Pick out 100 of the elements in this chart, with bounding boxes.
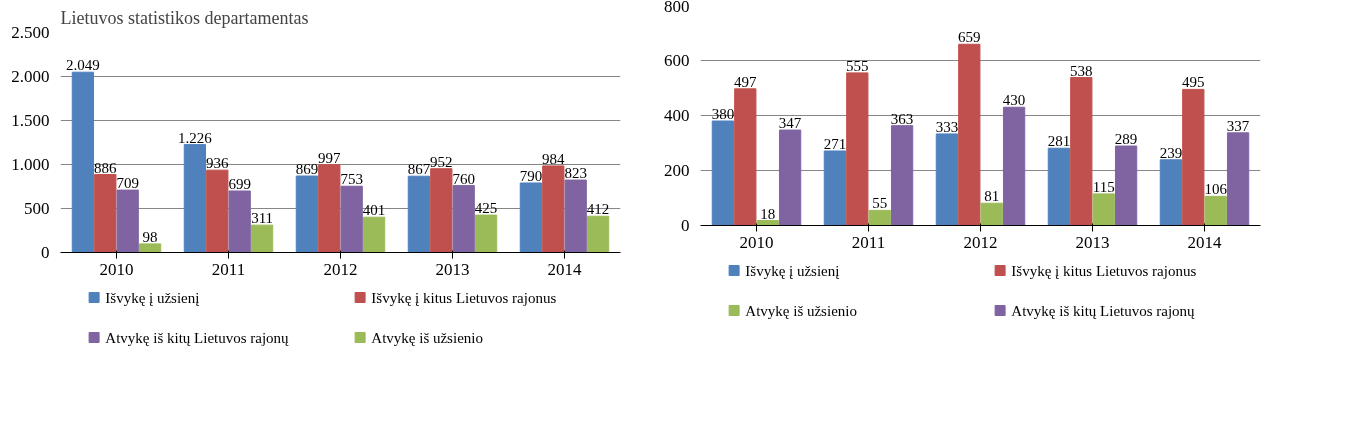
y-tick-label: 2.000 bbox=[11, 67, 50, 86]
bar bbox=[1114, 145, 1138, 226]
bar bbox=[138, 243, 162, 253]
bar bbox=[734, 88, 757, 226]
data-label: 281 bbox=[1047, 133, 1071, 150]
bar bbox=[340, 185, 363, 253]
x-tick-label: 2010 bbox=[739, 232, 774, 252]
data-label: 2.049 bbox=[66, 57, 100, 74]
bar bbox=[250, 224, 274, 253]
data-label: 555 bbox=[846, 57, 869, 74]
bar bbox=[519, 182, 543, 253]
legend-label: Atvykę iš kitų Lietuvos rajonų bbox=[105, 329, 290, 346]
data-label: 790 bbox=[519, 167, 543, 184]
data-label: 430 bbox=[1002, 92, 1026, 109]
data-label: 753 bbox=[340, 171, 363, 188]
bar bbox=[756, 220, 779, 226]
y-tick-label: 2.500 bbox=[11, 23, 50, 42]
x-tick-label: 2014 bbox=[547, 259, 582, 279]
legend-label: Išvykę į kitus Lietuvos rajonus bbox=[371, 289, 557, 306]
bar bbox=[823, 150, 847, 226]
bar bbox=[116, 189, 139, 253]
bar bbox=[474, 214, 498, 253]
x-tick-label: 2011 bbox=[211, 259, 246, 279]
x-tick-label: 2014 bbox=[1187, 232, 1222, 252]
bar bbox=[586, 215, 610, 253]
data-label: 98 bbox=[142, 228, 158, 245]
data-label: 760 bbox=[452, 170, 475, 187]
bar bbox=[206, 169, 229, 253]
data-label: 271 bbox=[823, 135, 847, 152]
bar bbox=[407, 175, 431, 253]
data-label: 363 bbox=[890, 110, 914, 127]
bar bbox=[890, 125, 914, 226]
data-label: 1.226 bbox=[178, 129, 213, 146]
bar bbox=[1226, 132, 1250, 226]
bar bbox=[1070, 77, 1093, 226]
data-label: 55 bbox=[872, 195, 888, 212]
bar bbox=[430, 168, 453, 253]
bar bbox=[71, 71, 95, 253]
bar bbox=[1182, 88, 1205, 226]
y-tick-label: 1.500 bbox=[11, 111, 50, 130]
data-label: 823 bbox=[564, 165, 587, 182]
data-label: 936 bbox=[206, 155, 230, 172]
bar bbox=[452, 185, 475, 253]
bar bbox=[542, 165, 565, 253]
y-tick-label: 0 bbox=[41, 243, 50, 262]
bar bbox=[846, 72, 869, 226]
x-tick-label: 2013 bbox=[435, 259, 470, 279]
data-label: 869 bbox=[295, 161, 319, 178]
data-label: 289 bbox=[1114, 131, 1138, 148]
legend-label: Išvykę į užsienį bbox=[745, 262, 840, 279]
legend-label: Išvykę į kitus Lietuvos rajonus bbox=[1011, 262, 1197, 279]
data-label: 538 bbox=[1070, 62, 1093, 79]
data-label: 997 bbox=[318, 149, 342, 166]
data-label: 380 bbox=[711, 106, 735, 122]
data-label: 106 bbox=[1204, 181, 1228, 198]
bar bbox=[1002, 106, 1026, 226]
legend-label: Atvykę iš užsienio bbox=[371, 329, 483, 346]
data-label: 425 bbox=[474, 200, 498, 217]
data-label: 337 bbox=[1226, 117, 1250, 134]
bar bbox=[1159, 159, 1183, 226]
x-tick-label: 2013 bbox=[1075, 232, 1110, 252]
data-label: 952 bbox=[430, 153, 453, 170]
bar bbox=[362, 216, 386, 253]
data-label: 81 bbox=[984, 188, 1000, 205]
bar bbox=[980, 202, 1003, 226]
bar bbox=[958, 43, 981, 226]
data-label: 18 bbox=[760, 205, 776, 222]
data-label: 867 bbox=[407, 161, 431, 178]
bar bbox=[295, 175, 319, 253]
bar bbox=[228, 190, 251, 253]
data-label: 412 bbox=[586, 201, 610, 218]
bar bbox=[1092, 193, 1115, 226]
data-label: 401 bbox=[362, 202, 386, 219]
bar bbox=[935, 133, 959, 226]
legend-label: Išvykę į užsienį bbox=[105, 289, 200, 306]
x-tick-label: 2011 bbox=[851, 232, 886, 252]
bar bbox=[183, 144, 207, 253]
bar bbox=[1047, 147, 1071, 226]
data-label: 115 bbox=[1092, 178, 1115, 195]
x-tick-label: 2012 bbox=[323, 259, 358, 279]
y-tick-label: 800 bbox=[664, 0, 690, 16]
bar bbox=[564, 179, 587, 253]
data-label: 984 bbox=[542, 150, 566, 167]
x-tick-label: 2010 bbox=[99, 259, 134, 279]
data-label: 659 bbox=[958, 29, 981, 46]
data-label: 347 bbox=[778, 115, 802, 132]
legend-label: Atvykę iš kitų Lietuvos rajonų bbox=[1011, 302, 1196, 319]
x-tick-label: 2012 bbox=[963, 232, 998, 252]
data-label: 886 bbox=[94, 159, 118, 176]
data-label: 497 bbox=[734, 73, 758, 90]
bar bbox=[318, 164, 341, 253]
bar bbox=[868, 209, 891, 226]
legend-label: Atvykę iš užsienio bbox=[745, 302, 857, 319]
bar bbox=[711, 120, 735, 226]
data-label: 239 bbox=[1159, 144, 1183, 161]
text: Lietuvos statistikos departamentas bbox=[60, 7, 309, 28]
bar bbox=[1204, 195, 1227, 226]
y-tick-label: 0 bbox=[681, 216, 690, 235]
bar bbox=[94, 174, 117, 253]
y-tick-label: 600 bbox=[664, 51, 690, 70]
